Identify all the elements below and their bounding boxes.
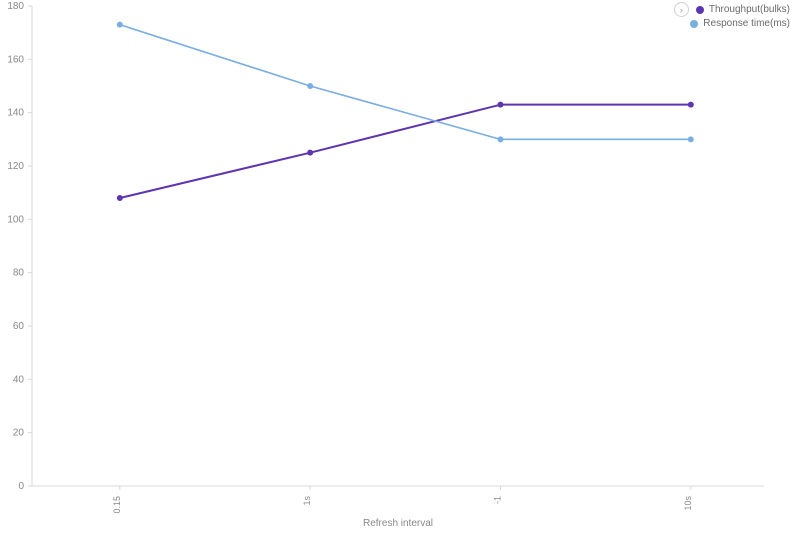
svg-text:140: 140 <box>7 108 24 119</box>
legend-label: Response time(ms) <box>703 17 790 31</box>
svg-text:100: 100 <box>7 214 24 225</box>
line-chart: 0 20 40 60 80 100 120 140 160 180 0.15 1s -1 10s Refre… <box>0 0 800 536</box>
svg-text:60: 60 <box>13 321 25 332</box>
legend-label: Throughput(bulks) <box>709 3 790 17</box>
svg-text:160: 160 <box>7 54 24 65</box>
chevron-right-icon: › <box>674 2 689 17</box>
svg-text:20: 20 <box>13 428 25 439</box>
svg-text:Refresh interval: Refresh interval <box>363 518 433 529</box>
svg-text:180: 180 <box>7 1 24 12</box>
svg-text:-1: -1 <box>492 496 502 504</box>
svg-text:1s: 1s <box>302 496 312 506</box>
chart-legend: › Throughput(bulks) Response time(ms) <box>674 2 790 31</box>
legend-item[interactable]: › Throughput(bulks) <box>674 2 790 17</box>
legend-item[interactable]: Response time(ms) <box>674 17 790 31</box>
legend-swatch <box>696 6 704 14</box>
svg-text:120: 120 <box>7 161 24 172</box>
svg-text:40: 40 <box>13 374 25 385</box>
svg-text:0: 0 <box>18 481 24 492</box>
chart-canvas: 0 20 40 60 80 100 120 140 160 180 0.15 1s -1 10s Refre… <box>0 0 800 536</box>
legend-swatch <box>690 20 698 28</box>
svg-text:10s: 10s <box>683 496 693 511</box>
svg-text:80: 80 <box>13 268 25 279</box>
svg-text:0.15: 0.15 <box>112 496 122 514</box>
